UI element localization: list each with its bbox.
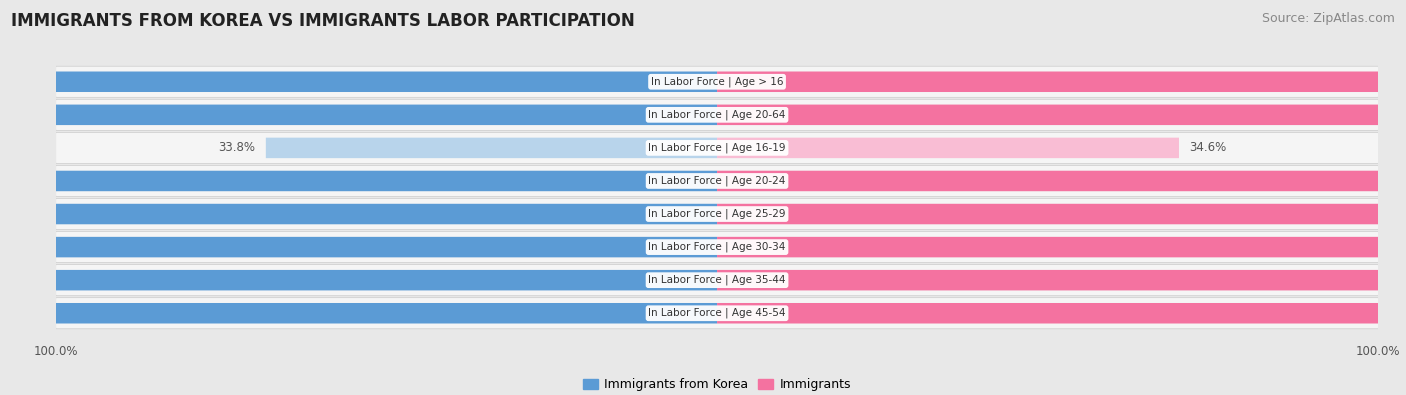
FancyBboxPatch shape: [56, 99, 1378, 130]
FancyBboxPatch shape: [717, 303, 1406, 324]
Text: In Labor Force | Age 20-24: In Labor Force | Age 20-24: [648, 176, 786, 186]
Text: In Labor Force | Age > 16: In Labor Force | Age > 16: [651, 77, 783, 87]
Text: Source: ZipAtlas.com: Source: ZipAtlas.com: [1261, 12, 1395, 25]
FancyBboxPatch shape: [717, 137, 1180, 158]
FancyBboxPatch shape: [56, 265, 1378, 296]
FancyBboxPatch shape: [56, 298, 1378, 329]
FancyBboxPatch shape: [717, 270, 1406, 290]
FancyBboxPatch shape: [717, 237, 1406, 258]
FancyBboxPatch shape: [717, 105, 1406, 125]
Text: In Labor Force | Age 25-29: In Labor Force | Age 25-29: [648, 209, 786, 219]
FancyBboxPatch shape: [56, 166, 1378, 196]
FancyBboxPatch shape: [56, 132, 1378, 164]
Text: 34.6%: 34.6%: [1189, 141, 1227, 154]
Text: IMMIGRANTS FROM KOREA VS IMMIGRANTS LABOR PARTICIPATION: IMMIGRANTS FROM KOREA VS IMMIGRANTS LABO…: [11, 12, 636, 30]
Legend: Immigrants from Korea, Immigrants: Immigrants from Korea, Immigrants: [578, 373, 856, 395]
FancyBboxPatch shape: [717, 71, 1406, 92]
Text: In Labor Force | Age 30-34: In Labor Force | Age 30-34: [648, 242, 786, 252]
FancyBboxPatch shape: [0, 204, 717, 224]
FancyBboxPatch shape: [0, 171, 717, 191]
FancyBboxPatch shape: [0, 105, 717, 125]
FancyBboxPatch shape: [0, 303, 717, 324]
FancyBboxPatch shape: [717, 171, 1406, 191]
FancyBboxPatch shape: [0, 237, 717, 258]
FancyBboxPatch shape: [0, 270, 717, 290]
FancyBboxPatch shape: [0, 71, 717, 92]
Text: In Labor Force | Age 16-19: In Labor Force | Age 16-19: [648, 143, 786, 153]
FancyBboxPatch shape: [56, 66, 1378, 97]
FancyBboxPatch shape: [56, 231, 1378, 263]
FancyBboxPatch shape: [266, 137, 717, 158]
Text: 33.8%: 33.8%: [218, 141, 254, 154]
FancyBboxPatch shape: [56, 199, 1378, 229]
Text: In Labor Force | Age 45-54: In Labor Force | Age 45-54: [648, 308, 786, 318]
Text: In Labor Force | Age 35-44: In Labor Force | Age 35-44: [648, 275, 786, 286]
Text: In Labor Force | Age 20-64: In Labor Force | Age 20-64: [648, 109, 786, 120]
FancyBboxPatch shape: [717, 204, 1406, 224]
